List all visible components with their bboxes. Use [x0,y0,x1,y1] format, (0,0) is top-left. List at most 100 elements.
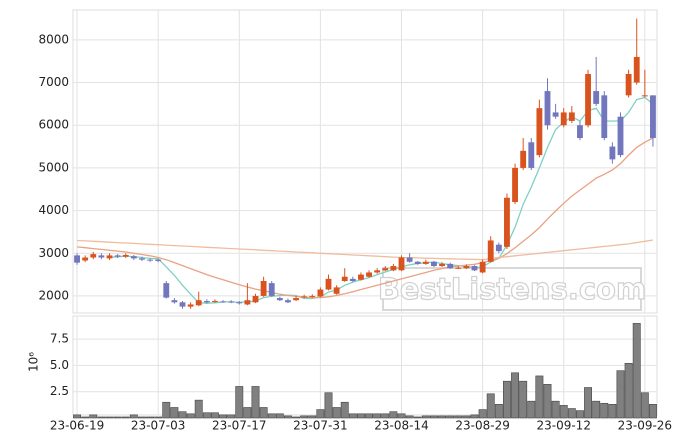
candle-body [252,295,259,303]
candle-body [431,261,437,267]
candle-body [82,257,89,261]
volume-bar [519,380,528,419]
candle-body [90,254,97,258]
candle-body [333,287,340,294]
candle-body [544,91,551,126]
candle-body [398,257,405,271]
volume-bar [567,408,576,419]
volume-bar [283,415,292,419]
candle-body [414,261,421,264]
volume-bar [535,375,544,419]
candle-body [220,301,226,303]
y-tick-label: 2.5 [50,384,69,398]
candle-body [98,255,105,258]
volume-bar [186,413,195,419]
volume-bar [640,392,649,419]
candle-body [552,112,559,117]
candle-body [528,142,535,168]
candle-body [406,257,413,262]
candle-body [471,266,478,271]
y-tick-label: 5.0 [50,358,69,372]
volume-bar [73,414,82,419]
candle-body [504,197,510,247]
candle-body [163,283,170,298]
volume-bar [292,416,301,419]
volume-bar [438,415,447,419]
candle-body [479,261,486,273]
volume-bar [251,386,260,419]
candle-body [439,263,445,267]
volume-bar [316,409,325,419]
candle-body [374,270,381,273]
y-tick-label: 2000 [38,288,69,302]
volume-bar [219,414,228,419]
x-tick-label: 23-09-12 [536,419,590,433]
x-tick-label: 23-08-14 [374,419,428,433]
candle-body [358,274,364,280]
candle-body [341,276,348,281]
candle-body [536,108,543,156]
candle-body [609,146,616,160]
x-tick-label: 23-07-17 [212,419,266,433]
candle-body [625,74,632,96]
candle-body [74,255,80,263]
volume-bar [389,411,398,419]
candle-body [236,302,243,304]
volume-bar [348,413,357,419]
volume-bar [600,402,609,419]
volume-bar [608,404,617,419]
candle-body [487,240,494,262]
volume-bar [113,416,122,419]
candle-body [512,167,518,203]
candle-body [593,91,600,104]
watermark: BestListens.com [378,272,646,306]
watermark-box [382,267,642,311]
candle-body [585,74,591,126]
moving-average [77,137,654,299]
candle-body [366,272,372,277]
volume-bar [429,415,438,419]
candle-body [317,289,324,297]
volume-bar [502,380,511,419]
moving-average [77,239,654,261]
volume-bar [81,416,90,419]
volume-bar [511,372,520,419]
volume-bar [308,415,317,419]
candle-body [179,302,186,307]
y-axis-label: 10⁶ [27,352,41,372]
volume-bar [129,414,138,419]
volume-bar [381,413,390,419]
volume-bar [584,387,593,419]
candle-body [122,254,129,257]
volume-bar [454,415,463,419]
volume-bar [97,416,106,419]
y-tick-label: 8000 [38,32,69,46]
candle-body [228,301,235,303]
candle-body [139,258,145,260]
candle-body [617,116,624,156]
candle-body [463,266,470,269]
volume-bar [373,413,382,419]
volume-bar [89,414,98,419]
candle-body [260,280,267,296]
volume-bar [154,416,163,419]
candle-body [641,95,648,97]
candle-body [130,256,137,259]
volume-bar [648,404,657,419]
candle-body [147,259,153,261]
volume-bar [405,415,414,419]
candle-body [495,244,502,252]
volume-bar [227,414,236,419]
volume-bar [462,415,471,419]
volume-bar [332,407,341,419]
volume-bar [275,413,284,419]
candle-body [349,278,356,281]
y-tick-label: 5000 [38,160,69,174]
volume-bar [356,413,365,419]
y-tick-label: 7000 [38,75,69,89]
volume-bar [624,363,633,419]
candle-body [203,301,210,303]
volume-bar [397,413,406,419]
candle-body [114,255,121,257]
